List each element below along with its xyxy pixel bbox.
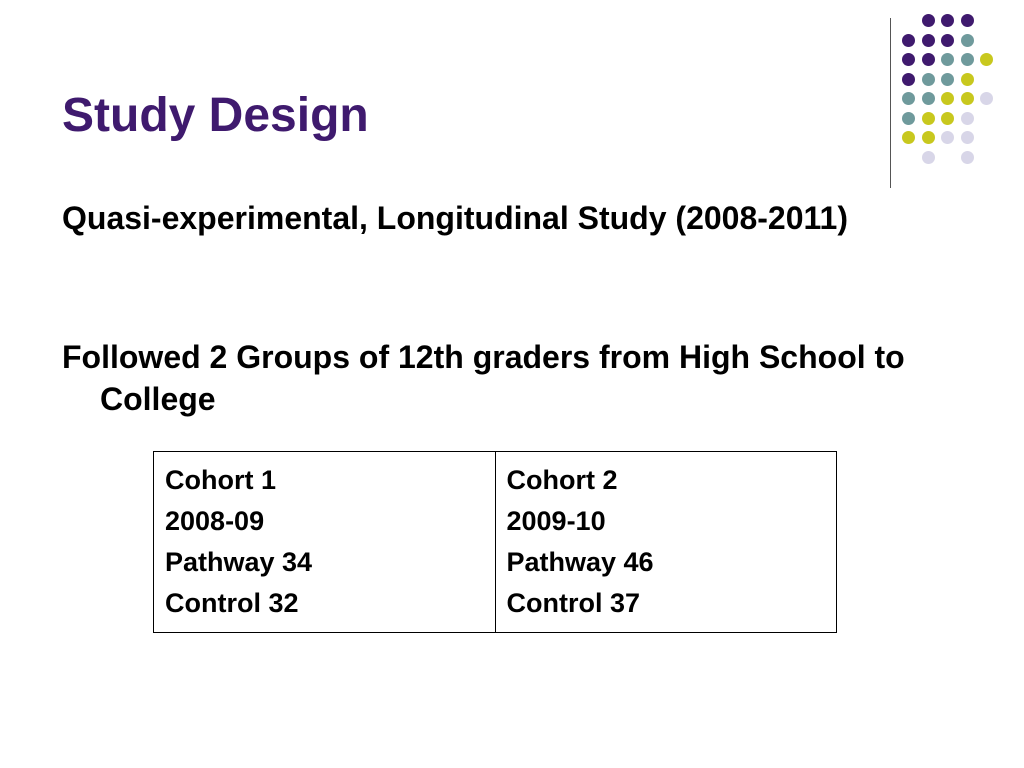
decorative-dot [980, 53, 993, 66]
decorative-dot [921, 33, 935, 47]
decorative-dot [941, 131, 954, 144]
cohort-2-years: 2009-10 [506, 506, 606, 536]
decorative-dot [960, 14, 974, 27]
decorative-dot [941, 33, 954, 47]
decorative-dot [902, 33, 915, 47]
title-divider-line [890, 18, 891, 188]
cohort-1-pathway: Pathway 34 [165, 547, 313, 577]
cohort-1-name: Cohort 1 [165, 465, 276, 495]
decorative-dot [921, 92, 935, 105]
slide-title: Study Design [62, 89, 369, 142]
decorative-dot [960, 131, 974, 144]
decorative-dot [902, 92, 915, 105]
decorative-dot [980, 92, 993, 105]
decorative-dot [921, 14, 935, 27]
decorative-dot [902, 72, 915, 86]
decorative-dot [902, 111, 915, 125]
cohort-1-years: 2008-09 [165, 506, 265, 536]
cohort-1-cell: Cohort 1 2008-09 Pathway 34 Control 32 [153, 451, 496, 633]
decorative-dot [902, 53, 915, 66]
cohort-1-control: Control 32 [165, 588, 299, 618]
cohort-2-name: Cohort 2 [506, 465, 618, 495]
decorative-dot [960, 111, 974, 125]
decorative-dot [941, 92, 954, 105]
decorative-dot [960, 150, 974, 164]
table-row: Cohort 1 2008-09 Pathway 34 Control 32 C… [153, 451, 837, 633]
decorative-dot [960, 53, 974, 66]
cohort-2-control: Control 37 [506, 588, 641, 618]
decorative-dot [960, 92, 974, 105]
decorative-dot [902, 131, 915, 144]
cohort-2-pathway: Pathway 46 [506, 547, 654, 577]
decorative-dot [941, 53, 954, 66]
decorative-dot [941, 72, 954, 86]
decorative-dot [941, 111, 954, 125]
decorative-dot [921, 150, 935, 164]
cohort-2-cell: Cohort 2 2009-10 Pathway 46 Control 37 [494, 451, 837, 633]
decorative-dot [960, 33, 974, 47]
decorative-dot [921, 72, 935, 86]
decorative-dot [921, 53, 935, 66]
cohort-table: Cohort 1 2008-09 Pathway 34 Control 32 C… [153, 451, 837, 633]
bullet-study-type: Quasi-experimental, Longitudinal Study (… [62, 200, 848, 236]
decorative-dot [960, 72, 974, 86]
decorative-dot [921, 131, 935, 144]
bullet-groups: Followed 2 Groups of 12th graders from H… [62, 339, 905, 417]
decorative-dot [941, 14, 954, 27]
decorative-dot [921, 111, 935, 125]
